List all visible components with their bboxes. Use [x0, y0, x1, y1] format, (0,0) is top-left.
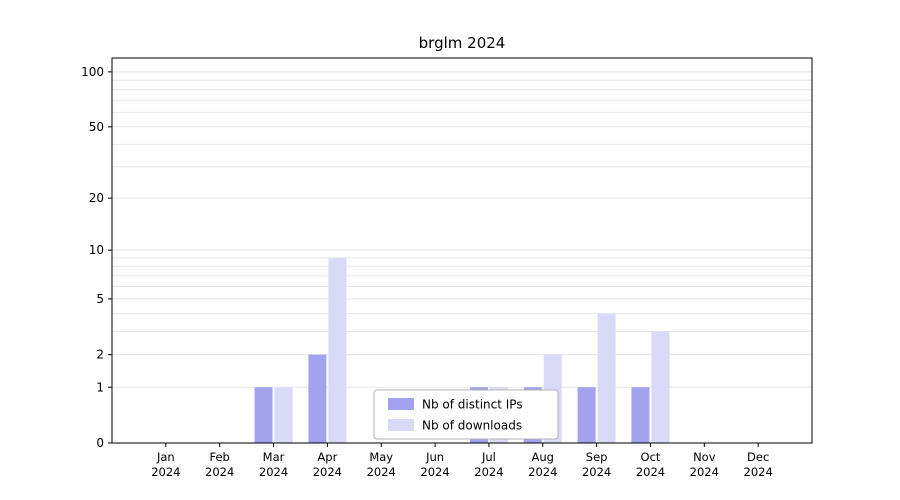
x-tick-label-year: 2024 [367, 465, 396, 479]
x-tick-label-month: Jul [481, 450, 496, 464]
x-tick-label-year: 2024 [474, 465, 503, 479]
y-tick-label: 20 [89, 191, 104, 205]
legend-swatch-distinct-ips [388, 398, 414, 410]
bar-downloads [274, 387, 293, 443]
legend: Nb of distinct IPs Nb of downloads [373, 389, 559, 440]
legend-box [373, 389, 559, 440]
x-tick-label-month: Dec [747, 450, 769, 464]
x-tick-label-month: Aug [532, 450, 554, 464]
y-tick-label: 0 [96, 436, 104, 450]
chart-title: brglm 2024 [418, 34, 506, 52]
y-tick-label: 10 [89, 243, 104, 257]
bar-distinct-ips [631, 387, 650, 443]
y-tick-label: 50 [89, 120, 104, 134]
bar-distinct-ips [577, 387, 596, 443]
y-tick-label: 1 [96, 380, 104, 394]
x-tick-label-month: Mar [263, 450, 285, 464]
x-tick-label-month: Jan [156, 450, 175, 464]
x-tick-label-year: 2024 [151, 465, 180, 479]
x-tick-label-month: Nov [693, 450, 716, 464]
x-tick-label-month: Apr [317, 450, 337, 464]
bar-downloads [597, 313, 616, 443]
x-tick-label-year: 2024 [582, 465, 611, 479]
bar-downloads [328, 257, 347, 443]
x-tick-label-year: 2024 [420, 465, 449, 479]
x-tick-label-year: 2024 [259, 465, 288, 479]
legend-swatch-downloads [388, 419, 414, 431]
x-tick-label-year: 2024 [313, 465, 342, 479]
x-tick-label-year: 2024 [636, 465, 665, 479]
bar-downloads [651, 331, 670, 443]
x-tick-label-month: Sep [586, 450, 608, 464]
x-tick-label-year: 2024 [205, 465, 234, 479]
x-tick-label-year: 2024 [744, 465, 773, 479]
x-tick-label-year: 2024 [528, 465, 557, 479]
y-tick-label: 5 [96, 292, 104, 306]
x-tick-label-month: May [369, 450, 393, 464]
y-tick-label: 100 [81, 65, 104, 79]
legend-label: Nb of downloads [422, 419, 522, 433]
x-tick-label-month: Feb [210, 450, 230, 464]
x-tick-label-month: Oct [641, 450, 661, 464]
bar-distinct-ips [254, 387, 273, 443]
legend-label: Nb of distinct IPs [422, 398, 523, 412]
bar-distinct-ips [308, 354, 327, 443]
x-tick-label-month: Jun [425, 450, 444, 464]
x-tick-label-year: 2024 [690, 465, 719, 479]
y-tick-label: 2 [96, 348, 104, 362]
